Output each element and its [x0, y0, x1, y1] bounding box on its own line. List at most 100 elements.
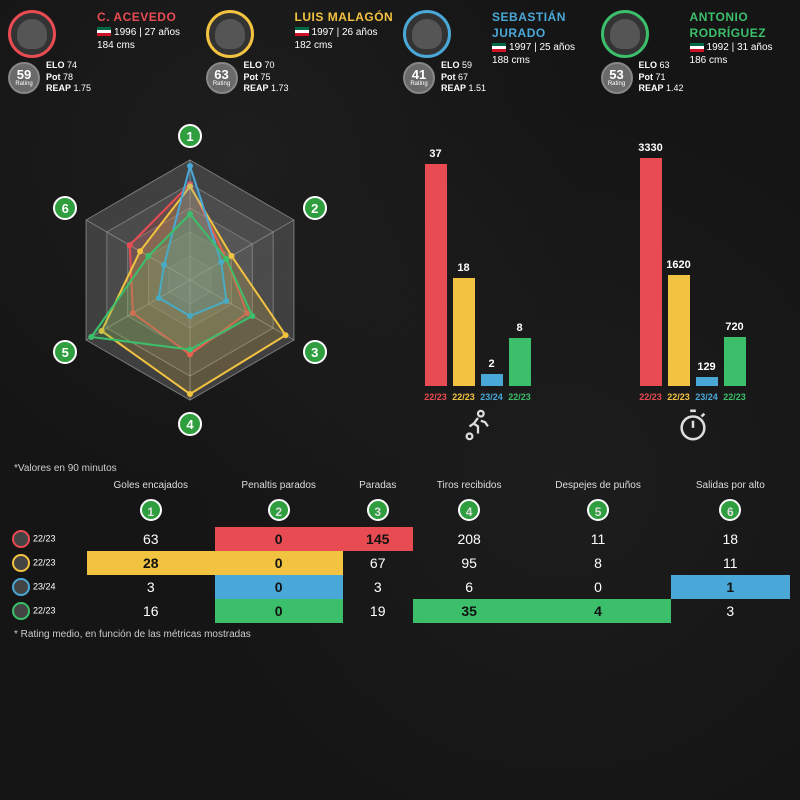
player-bio: 1996 | 27 años [97, 26, 199, 39]
bar-value: 18 [457, 262, 469, 274]
player-avatar [601, 10, 649, 58]
cell: 28 [87, 551, 215, 575]
cell: 35 [413, 599, 526, 623]
player-cards-row: 59Rating ELO 74 Pot 78 REAP 1.75 C. ACEV… [0, 0, 800, 99]
player-name: LUIS MALAGÓN [295, 10, 397, 26]
stats-table-wrap: Goles encajadosPenaltis paradosParadasTi… [0, 474, 800, 623]
cell: 95 [413, 551, 526, 575]
player-height: 184 cms [97, 39, 199, 52]
col-num: 3 [343, 497, 413, 527]
player-card: 41Rating ELO 59 Pot 67 REAP 1.51 SEBASTI… [403, 10, 595, 95]
player-card: 63Rating ELO 70 Pot 75 REAP 1.73 LUIS MA… [206, 10, 398, 95]
bar-season: 22/23 [424, 392, 447, 402]
cell: 3 [343, 575, 413, 599]
player-stats: ELO 59 Pot 67 REAP 1.51 [441, 60, 486, 95]
player-stats: ELO 63 Pot 71 REAP 1.42 [639, 60, 684, 95]
bar: 3722/23 [425, 164, 447, 386]
col-num: 1 [87, 497, 215, 527]
table-row: 23/24303601 [10, 575, 790, 599]
col-num: 2 [215, 497, 343, 527]
radar-axis-badge: 1 [178, 124, 202, 148]
bar-season: 22/23 [639, 392, 662, 402]
bar-value: 8 [516, 322, 522, 334]
bar: 162022/23 [668, 275, 690, 386]
cell: 11 [671, 551, 790, 575]
bar-season: 23/24 [480, 392, 503, 402]
stopwatch-icon [595, 408, 790, 449]
footnote-bottom: * Rating medio, en función de las métric… [0, 623, 800, 646]
cell: 4 [525, 599, 670, 623]
player-name: ANTONIO RODRÍGUEZ [690, 10, 792, 41]
bar: 1822/23 [453, 278, 475, 386]
cell: 0 [215, 599, 343, 623]
bar-value: 3330 [638, 142, 662, 154]
cell: 0 [215, 575, 343, 599]
rating-badge: 41Rating [403, 62, 435, 94]
col-label: Goles encajados [87, 478, 215, 497]
player-height: 188 cms [492, 54, 594, 67]
bar-season: 22/23 [723, 392, 746, 402]
table-row: 22/232806795811 [10, 551, 790, 575]
player-name: C. ACEVEDO [97, 10, 199, 26]
cell: 3 [87, 575, 215, 599]
rating-badge: 53Rating [601, 62, 633, 94]
player-avatar [403, 10, 451, 58]
player-height: 186 cms [690, 54, 792, 67]
col-num: 5 [525, 497, 670, 527]
player-avatar [206, 10, 254, 58]
mini-avatar [12, 602, 30, 620]
player-height: 182 cms [295, 39, 397, 52]
col-label: Despejes de puños [525, 478, 670, 497]
cell: 0 [525, 575, 670, 599]
middle-row: 123456 3722/231822/23223/24822/23333022/… [0, 99, 800, 459]
cell: 6 [413, 575, 526, 599]
cell: 8 [525, 551, 670, 575]
flag-icon [492, 43, 506, 52]
radar-axis-badge: 3 [303, 340, 327, 364]
player-card: 53Rating ELO 63 Pot 71 REAP 1.42 ANTONIO… [601, 10, 793, 95]
bar-season: 22/23 [508, 392, 531, 402]
table-row: 22/23160193543 [10, 599, 790, 623]
stats-table: Goles encajadosPenaltis paradosParadasTi… [10, 478, 790, 623]
flag-icon [690, 43, 704, 52]
cell: 16 [87, 599, 215, 623]
table-row: 22/236301452081118 [10, 527, 790, 551]
radar-axis-badge: 4 [178, 412, 202, 436]
cell: 63 [87, 527, 215, 551]
col-label: Salidas por alto [671, 478, 790, 497]
bar: 72022/23 [724, 337, 746, 386]
bar-value: 720 [725, 321, 743, 333]
bar-season: 22/23 [452, 392, 475, 402]
player-avatar [8, 10, 56, 58]
bar: 822/23 [509, 338, 531, 386]
bar-charts: 3722/231822/23223/24822/23333022/2316202… [380, 105, 790, 459]
player-bio: 1997 | 25 años [492, 41, 594, 54]
player-bio: 1997 | 26 años [295, 26, 397, 39]
runner-icon [380, 408, 575, 449]
footnote-top: *Valores en 90 minutos [0, 459, 800, 474]
bar-chart-group: 3722/231822/23223/24822/23 [380, 105, 575, 449]
cell: 208 [413, 527, 526, 551]
radar-chart: 123456 [10, 105, 370, 459]
cell: 0 [215, 527, 343, 551]
col-label: Paradas [343, 478, 413, 497]
cell: 19 [343, 599, 413, 623]
cell: 67 [343, 551, 413, 575]
bar-value: 2 [488, 358, 494, 370]
player-name: SEBASTIÁN JURADO [492, 10, 594, 41]
mini-avatar [12, 554, 30, 572]
player-bio: 1992 | 31 años [690, 41, 792, 54]
bar-value: 1620 [666, 259, 690, 271]
col-num: 6 [671, 497, 790, 527]
col-label: Tiros recibidos [413, 478, 526, 497]
bar: 223/24 [481, 374, 503, 386]
player-card: 59Rating ELO 74 Pot 78 REAP 1.75 C. ACEV… [8, 10, 200, 95]
cell: 3 [671, 599, 790, 623]
flag-icon [97, 27, 111, 36]
row-head: 22/23 [10, 527, 87, 551]
player-stats: ELO 74 Pot 78 REAP 1.75 [46, 60, 91, 95]
rating-badge: 59Rating [8, 62, 40, 94]
bar: 12923/24 [696, 377, 718, 386]
cell: 11 [525, 527, 670, 551]
flag-icon [295, 27, 309, 36]
